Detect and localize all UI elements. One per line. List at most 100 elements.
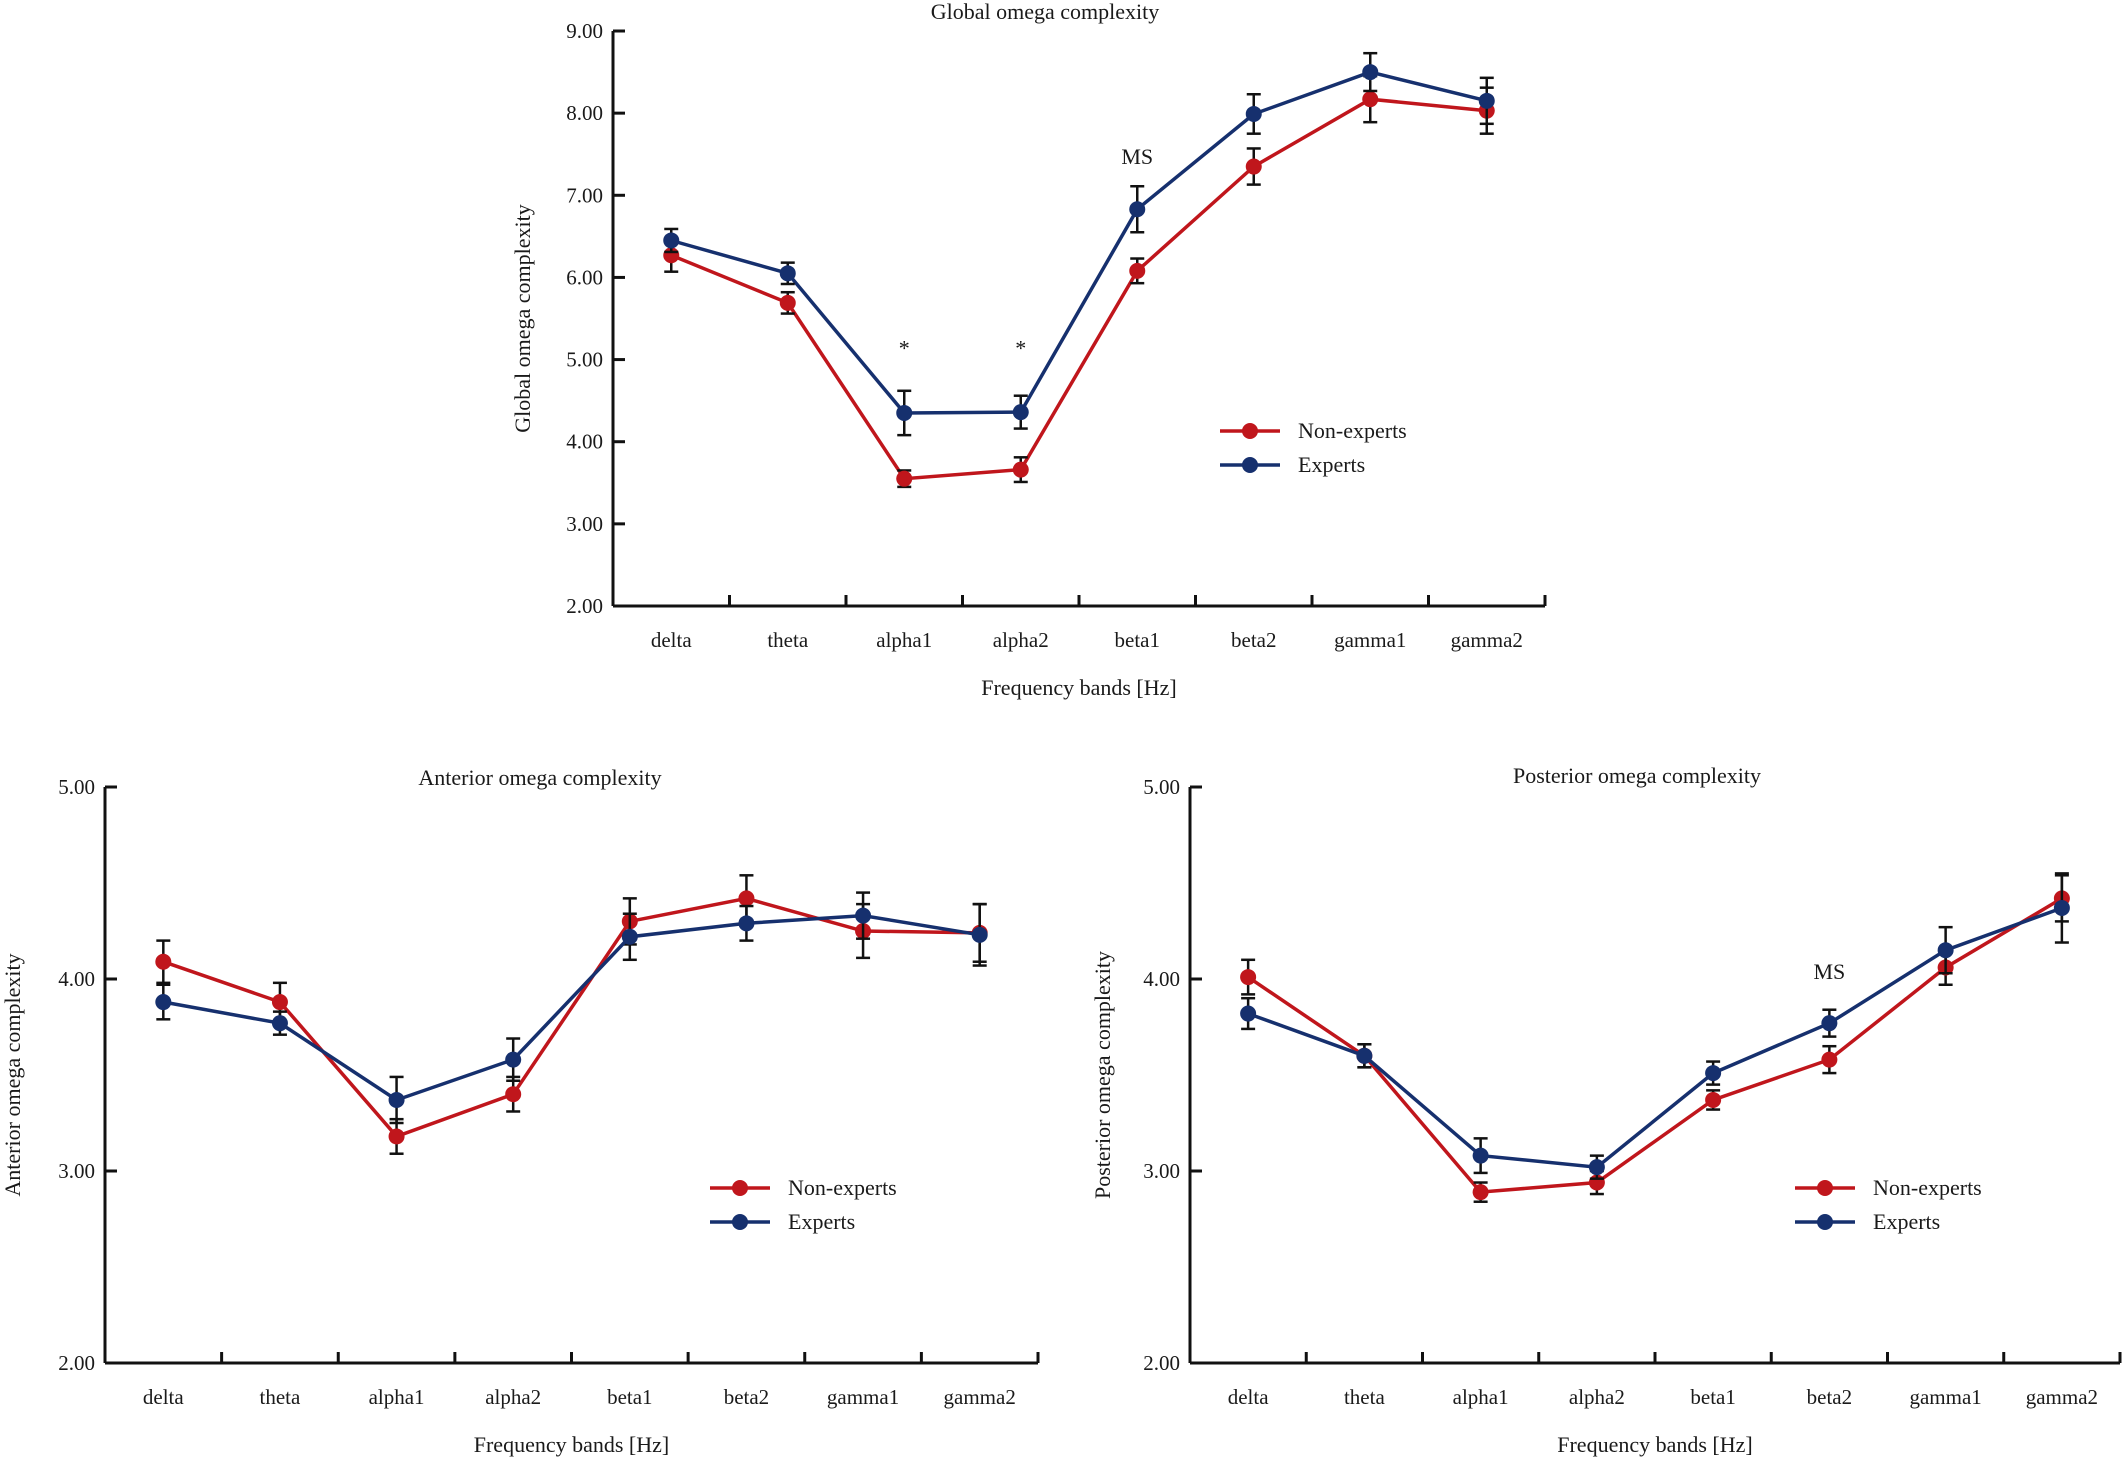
y-axis-label: Anterior omega complexity [0,953,25,1196]
data-point-beta1 [1129,262,1146,279]
x-tick-label-alpha1: alpha1 [876,628,932,652]
x-tick-label-gamma2: gamma2 [1451,628,1523,652]
series-line [162,896,980,1139]
data-point-theta [271,1015,288,1032]
series-line [670,70,1488,415]
x-tick-label-theta: theta [1344,1385,1385,1409]
x-tick-label-beta2: beta2 [724,1385,769,1409]
x-tick-label-theta: theta [767,628,808,652]
legend: Non-experts Experts [1220,418,1407,477]
series-line [1247,906,2063,1170]
legend-swatch-marker [1817,1214,1833,1230]
y-tick-label: 4.00 [566,430,603,454]
data-point-delta [663,232,680,249]
data-point-delta [1240,969,1257,986]
legend-label: Non-experts [788,1175,897,1200]
data-point-alpha2 [505,1086,522,1103]
y-tick-label: 2.00 [566,594,603,618]
chart-title: Anterior omega complexity [418,765,661,790]
data-point-alpha1 [388,1091,405,1108]
x-tick-label-beta2: beta2 [1807,1385,1852,1409]
series-line [162,913,980,1102]
y-tick-label: 2.00 [58,1351,95,1375]
y-tick-label: 4.00 [1143,967,1180,991]
data-point-beta2 [1245,105,1262,122]
series-experts [155,891,988,1125]
y-tick-label: 3.00 [566,512,603,536]
data-point-theta [1356,1047,1373,1064]
x-tick-label-gamma1: gamma1 [1909,1385,1981,1409]
y-tick-label: 3.00 [1143,1159,1180,1183]
y-tick-label: 9.00 [566,19,603,43]
series-experts [663,51,1495,437]
legend-label: Non-experts [1298,418,1407,443]
x-axis-label: Frequency bands [Hz] [474,1432,670,1457]
data-point-alpha1 [896,404,913,421]
legend-swatch-marker [1242,457,1258,473]
series-experts [1240,872,2070,1180]
data-point-delta [1240,1005,1257,1022]
legend: Non-experts Experts [710,1175,897,1234]
data-point-gamma1 [1362,91,1379,108]
y-tick-label: 8.00 [566,101,603,125]
data-point-beta1 [1129,201,1146,218]
data-point-theta [779,265,796,282]
x-tick-label-alpha1: alpha1 [1453,1385,1509,1409]
data-point-beta2 [738,915,755,932]
x-tick-label-delta: delta [1228,1385,1269,1409]
data-point-gamma1 [855,907,872,924]
x-tick-label-beta1: beta1 [607,1385,652,1409]
annotation: MS [1813,959,1845,984]
x-tick-label-beta2: beta2 [1231,628,1276,652]
x-axis-label: Frequency bands [Hz] [1557,1432,1753,1457]
chart-title: Posterior omega complexity [1513,763,1761,788]
data-point-gamma2 [971,926,988,943]
legend-label: Experts [1873,1209,1940,1234]
data-point-alpha2 [505,1051,522,1068]
data-point-gamma1 [1937,942,1954,959]
data-point-beta2 [1245,158,1262,175]
data-point-gamma2 [2053,899,2070,916]
data-point-alpha1 [388,1128,405,1145]
x-tick-label-alpha2: alpha2 [1569,1385,1625,1409]
data-point-alpha1 [896,470,913,487]
data-point-delta [155,953,172,970]
x-tick-label-gamma2: gamma2 [2026,1385,2098,1409]
chart-anterior: Anterior omega complexity 2.00 3.00 4.00 5.0… [0,765,1040,1457]
legend-label: Experts [1298,452,1365,477]
data-point-alpha2 [1012,461,1029,478]
data-point-beta1 [1705,1091,1722,1108]
series-line [1247,896,2063,1194]
y-tick-label: 2.00 [1143,1351,1180,1375]
x-tick-label-theta: theta [260,1385,301,1409]
data-point-alpha1 [1472,1147,1489,1164]
x-tick-label-alpha2: alpha2 [993,628,1049,652]
data-point-alpha2 [1012,404,1029,421]
data-point-beta2 [1821,1015,1838,1032]
x-tick-label-alpha1: alpha1 [369,1385,425,1409]
annotation: * [899,335,910,360]
x-tick-label-beta1: beta1 [1690,1385,1735,1409]
legend-swatch-marker [732,1180,748,1196]
y-axis-label: Posterior omega complexity [1090,951,1115,1199]
data-point-theta [779,294,796,311]
chart-title: Global omega complexity [931,0,1160,24]
x-tick-label-gamma1: gamma1 [827,1385,899,1409]
series-non-experts [1240,874,2070,1203]
legend-label: Non-experts [1873,1175,1982,1200]
annotation: MS [1121,144,1153,169]
x-tick-label-gamma2: gamma2 [944,1385,1016,1409]
legend-swatch-marker [732,1214,748,1230]
data-point-gamma1 [1362,64,1379,81]
data-point-alpha1 [1472,1184,1489,1201]
y-tick-label: 5.00 [58,775,95,799]
y-tick-label: 7.00 [566,183,603,207]
legend-swatch-marker [1817,1180,1833,1196]
x-tick-label-gamma1: gamma1 [1334,628,1406,652]
legend-label: Experts [788,1209,855,1234]
data-point-gamma2 [1478,92,1495,109]
legend-swatch-marker [1242,423,1258,439]
x-tick-label-delta: delta [143,1385,184,1409]
data-point-delta [155,994,172,1011]
